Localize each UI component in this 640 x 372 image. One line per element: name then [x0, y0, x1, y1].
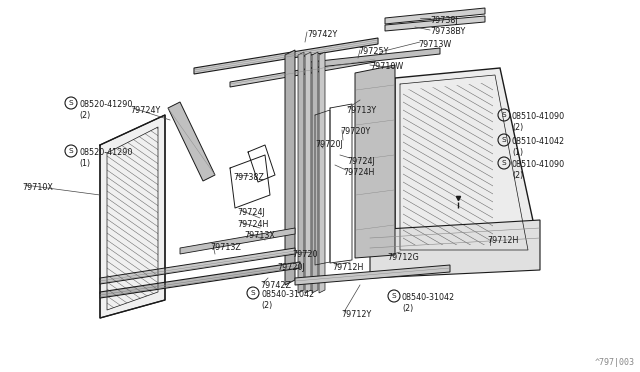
Text: 79713Y: 79713Y	[346, 106, 376, 115]
Text: (2): (2)	[512, 123, 524, 132]
Text: 08540-31042: 08540-31042	[261, 290, 314, 299]
Text: 08510-41042: 08510-41042	[512, 137, 565, 146]
Polygon shape	[194, 38, 378, 74]
Polygon shape	[180, 228, 295, 254]
Text: 79720J: 79720J	[315, 140, 343, 149]
Text: 79712Y: 79712Y	[341, 310, 371, 319]
Text: S: S	[68, 148, 74, 154]
Text: S: S	[502, 160, 506, 166]
Polygon shape	[312, 52, 318, 293]
Text: 79742Y: 79742Y	[307, 30, 337, 39]
Polygon shape	[310, 48, 440, 68]
Text: 79710W: 79710W	[370, 62, 403, 71]
Text: 79712H: 79712H	[487, 236, 518, 245]
Text: 79724H: 79724H	[343, 168, 374, 177]
Text: S: S	[251, 290, 255, 296]
Text: 79738Z: 79738Z	[233, 173, 264, 182]
Text: 08510-41090: 08510-41090	[512, 112, 565, 121]
Text: S: S	[502, 137, 506, 143]
Polygon shape	[385, 8, 485, 24]
Polygon shape	[285, 50, 295, 285]
Text: (1): (1)	[79, 159, 90, 168]
Text: ^797|003: ^797|003	[595, 358, 635, 367]
Text: (1): (1)	[512, 148, 523, 157]
Text: 08540-31042: 08540-31042	[402, 293, 455, 302]
Text: 79720: 79720	[292, 250, 317, 259]
Polygon shape	[355, 65, 395, 258]
Text: (2): (2)	[512, 171, 524, 180]
Polygon shape	[100, 248, 295, 284]
Text: (2): (2)	[261, 301, 272, 310]
Text: 79712G: 79712G	[387, 253, 419, 262]
Text: 08520-41290: 08520-41290	[79, 100, 132, 109]
Polygon shape	[305, 52, 311, 293]
Text: 79720Y: 79720Y	[340, 127, 371, 136]
Text: 79724Y: 79724Y	[130, 106, 160, 115]
Text: 79710X: 79710X	[22, 183, 53, 192]
Text: 79738J: 79738J	[430, 16, 458, 25]
Polygon shape	[168, 102, 215, 181]
Text: 79725Y: 79725Y	[358, 47, 388, 56]
Text: (2): (2)	[79, 111, 90, 120]
Text: 79713W: 79713W	[418, 40, 451, 49]
Text: 79724H: 79724H	[237, 220, 268, 229]
Polygon shape	[100, 262, 300, 298]
Text: (2): (2)	[402, 304, 413, 313]
Polygon shape	[370, 220, 540, 278]
Text: 79724J: 79724J	[237, 208, 265, 217]
Polygon shape	[100, 115, 165, 318]
Text: S: S	[68, 100, 74, 106]
Text: S: S	[502, 112, 506, 118]
Text: 79720J: 79720J	[277, 263, 305, 272]
Polygon shape	[230, 57, 375, 87]
Polygon shape	[298, 52, 304, 293]
Text: 08510-41090: 08510-41090	[512, 160, 565, 169]
Text: 79713X: 79713X	[244, 231, 275, 240]
Polygon shape	[385, 16, 485, 31]
Text: 79712H: 79712H	[332, 263, 364, 272]
Text: 79742Z: 79742Z	[260, 281, 291, 290]
Text: 79713Z: 79713Z	[210, 243, 241, 252]
Polygon shape	[395, 68, 535, 258]
Polygon shape	[295, 265, 450, 285]
Text: 08520-41290: 08520-41290	[79, 148, 132, 157]
Text: 79738BY: 79738BY	[430, 27, 465, 36]
Polygon shape	[319, 52, 325, 293]
Text: S: S	[392, 293, 396, 299]
Text: 79724J: 79724J	[347, 157, 375, 166]
